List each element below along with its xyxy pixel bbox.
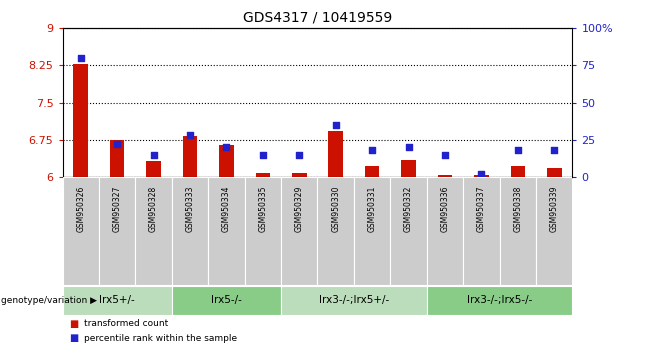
Text: GSM950326: GSM950326 xyxy=(76,185,86,232)
Bar xyxy=(438,175,452,177)
Bar xyxy=(281,286,427,315)
Bar xyxy=(390,177,427,285)
Bar xyxy=(427,286,572,315)
Text: GSM950338: GSM950338 xyxy=(513,185,522,232)
Bar xyxy=(292,173,307,177)
Text: GSM950327: GSM950327 xyxy=(113,185,122,232)
Bar xyxy=(255,173,270,177)
Point xyxy=(367,147,378,153)
Text: GSM950333: GSM950333 xyxy=(186,185,195,232)
Bar xyxy=(281,177,318,285)
Text: GSM950335: GSM950335 xyxy=(259,185,267,232)
Bar xyxy=(99,177,136,285)
Bar xyxy=(318,177,354,285)
Point xyxy=(549,147,559,153)
Point xyxy=(403,144,414,150)
Text: GSM950336: GSM950336 xyxy=(440,185,449,232)
Text: GSM950330: GSM950330 xyxy=(331,185,340,232)
Bar xyxy=(219,145,234,177)
Text: GSM950332: GSM950332 xyxy=(404,185,413,232)
Point xyxy=(513,147,523,153)
Text: GSM950337: GSM950337 xyxy=(477,185,486,232)
Bar xyxy=(547,168,561,177)
Text: transformed count: transformed count xyxy=(84,319,168,329)
Bar xyxy=(474,175,489,177)
Bar xyxy=(146,161,161,177)
Bar xyxy=(172,177,208,285)
Text: GSM950328: GSM950328 xyxy=(149,185,158,232)
Point xyxy=(112,142,122,147)
Text: GDS4317 / 10419559: GDS4317 / 10419559 xyxy=(243,11,392,25)
Text: GSM950329: GSM950329 xyxy=(295,185,304,232)
Text: GSM950339: GSM950339 xyxy=(549,185,559,232)
Point xyxy=(185,132,195,138)
Bar xyxy=(183,136,197,177)
Text: GSM950334: GSM950334 xyxy=(222,185,231,232)
Point xyxy=(148,152,159,158)
Bar xyxy=(536,177,572,285)
Text: genotype/variation ▶: genotype/variation ▶ xyxy=(1,296,97,306)
Bar xyxy=(245,177,281,285)
Point xyxy=(440,152,450,158)
Bar xyxy=(136,177,172,285)
Bar xyxy=(208,177,245,285)
Text: lrx5+/-: lrx5+/- xyxy=(99,295,135,305)
Point xyxy=(221,144,232,150)
Bar xyxy=(110,140,124,177)
Point xyxy=(257,152,268,158)
Point xyxy=(76,55,86,61)
Text: GSM950331: GSM950331 xyxy=(368,185,376,232)
Text: lrx3-/-;lrx5-/-: lrx3-/-;lrx5-/- xyxy=(467,295,532,305)
Point xyxy=(294,152,305,158)
Bar xyxy=(63,177,99,285)
Bar xyxy=(427,177,463,285)
Bar xyxy=(172,286,281,315)
Text: lrx5-/-: lrx5-/- xyxy=(211,295,242,305)
Bar xyxy=(401,160,416,177)
Bar xyxy=(499,177,536,285)
Text: lrx3-/-;lrx5+/-: lrx3-/-;lrx5+/- xyxy=(318,295,389,305)
Bar xyxy=(463,177,499,285)
Point xyxy=(330,122,341,128)
Text: percentile rank within the sample: percentile rank within the sample xyxy=(84,333,237,343)
Bar xyxy=(63,286,172,315)
Bar xyxy=(74,64,88,177)
Bar xyxy=(365,166,380,177)
Text: ■: ■ xyxy=(69,319,78,329)
Bar xyxy=(328,131,343,177)
Point xyxy=(476,171,487,177)
Text: ■: ■ xyxy=(69,333,78,343)
Bar xyxy=(511,166,525,177)
Bar xyxy=(354,177,390,285)
